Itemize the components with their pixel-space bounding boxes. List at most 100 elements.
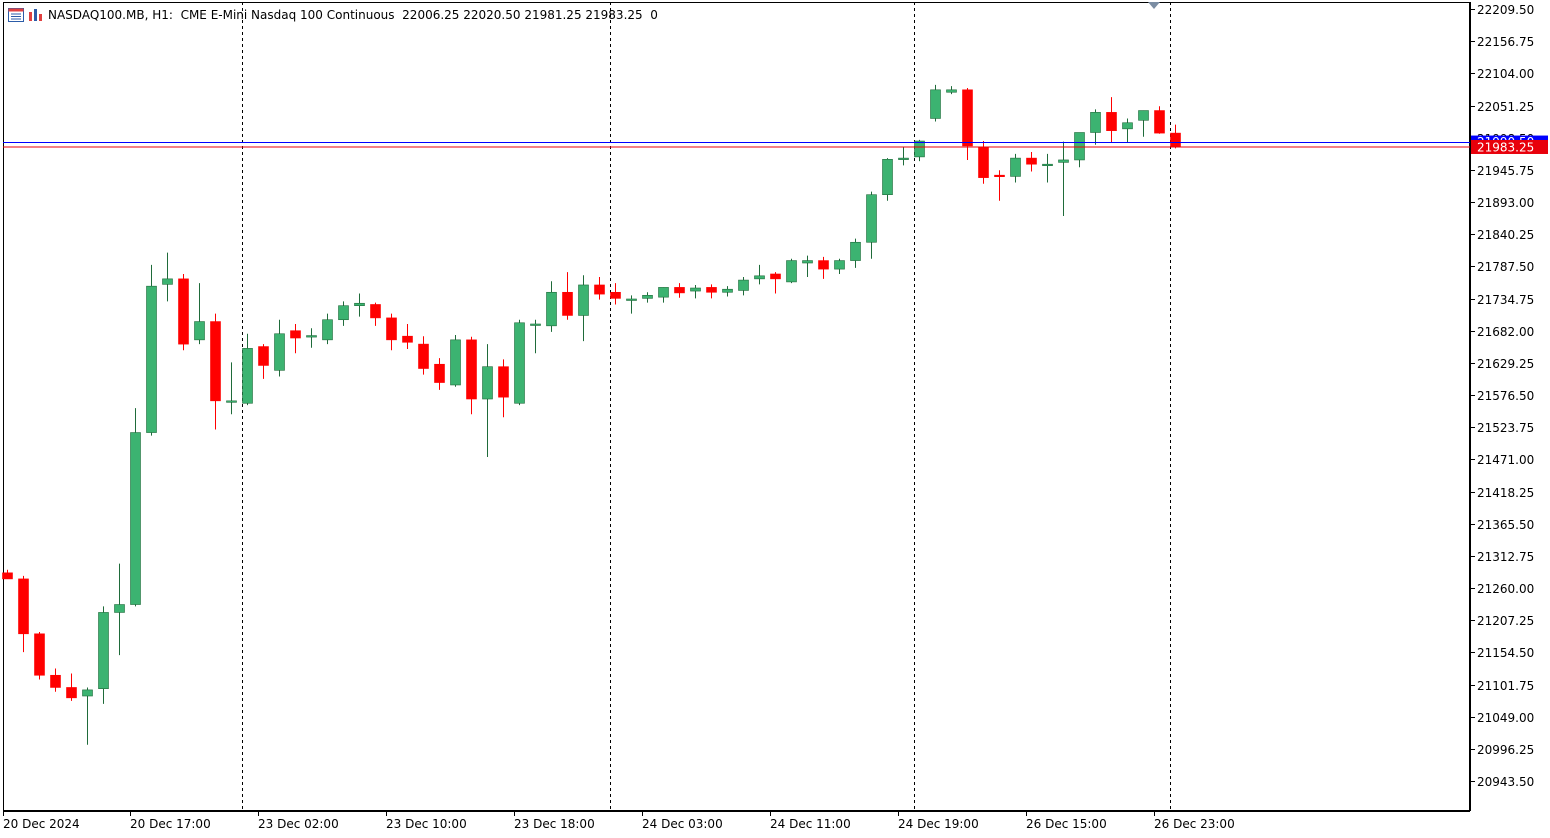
candle-body <box>18 578 29 635</box>
candle-body <box>738 279 749 291</box>
candle-body <box>674 287 685 294</box>
price-tick-label: 21260.00 <box>1477 582 1534 596</box>
price-tick-label: 21154.50 <box>1477 646 1534 660</box>
candle-body <box>802 260 813 264</box>
time-tick-label: 23 Dec 02:00 <box>258 817 339 831</box>
candle-body <box>226 400 237 403</box>
candle-body <box>882 159 893 196</box>
candle-body <box>898 157 909 160</box>
candle-body <box>578 284 589 316</box>
chart-info-bar: NASDAQ100.MB, H1: CME E-Mini Nasdaq 100 … <box>8 7 658 23</box>
price-tick-label: 22156.75 <box>1477 35 1534 49</box>
candle-body <box>546 291 557 327</box>
price-tick-label: 21471.00 <box>1477 453 1534 467</box>
candle-body <box>1122 122 1133 130</box>
candle-body <box>1074 132 1085 161</box>
candle-body <box>338 305 349 321</box>
price-tick-label: 21787.50 <box>1477 260 1534 274</box>
candle-body <box>450 339 461 386</box>
candle-body <box>306 335 317 338</box>
price-tick-label: 21682.00 <box>1477 325 1534 339</box>
candle-body <box>162 278 173 285</box>
symbol-label: NASDAQ100.MB, H1: <box>48 8 173 22</box>
price-tick-label: 21523.75 <box>1477 421 1534 435</box>
candle-body <box>962 89 973 147</box>
candle-body <box>1058 159 1069 163</box>
price-tick-label: 21049.00 <box>1477 711 1534 725</box>
candle-body <box>178 278 189 345</box>
candle-body <box>258 346 269 366</box>
time-tick-label: 23 Dec 10:00 <box>386 817 467 831</box>
candle-body <box>498 366 509 398</box>
candle-body <box>130 432 141 605</box>
time-tick-label: 23 Dec 18:00 <box>514 817 595 831</box>
price-tick-label: 22209.50 <box>1477 3 1534 17</box>
candle-body <box>754 275 765 280</box>
current-price-label: 21983.25 <box>1477 140 1534 154</box>
time-tick-label: 24 Dec 19:00 <box>898 817 979 831</box>
chart-shift-marker-icon[interactable] <box>1148 2 1160 9</box>
candle-body <box>418 343 429 369</box>
candle-body <box>146 285 157 433</box>
candle-body <box>562 291 573 316</box>
candle-body <box>1154 110 1165 134</box>
candle-body <box>786 260 797 283</box>
symbol-description: CME E-Mini Nasdaq 100 Continuous <box>180 8 395 22</box>
price-tick-label: 21840.25 <box>1477 228 1534 242</box>
candle-body <box>210 321 221 402</box>
candle-body <box>66 687 77 699</box>
candle-body <box>914 140 925 158</box>
price-tick-label: 20996.25 <box>1477 743 1534 757</box>
time-tick-label: 20 Dec 17:00 <box>130 817 211 831</box>
candle-body <box>514 322 525 404</box>
time-tick-label: 24 Dec 11:00 <box>770 817 851 831</box>
time-tick-label: 26 Dec 15:00 <box>1026 817 1107 831</box>
candle-body <box>850 241 861 261</box>
volume-value: 0 <box>650 8 658 22</box>
candle-body <box>434 363 445 383</box>
candle-body <box>594 284 605 295</box>
candle-body <box>466 339 477 400</box>
candle-body <box>818 260 829 270</box>
candle-body <box>690 287 701 292</box>
candle-body <box>994 174 1005 177</box>
candle-body <box>610 291 621 299</box>
price-tick-label: 22051.25 <box>1477 100 1534 114</box>
candle-body <box>1026 157 1037 165</box>
candle-body <box>370 304 381 319</box>
candle-body <box>98 612 109 689</box>
price-tick-label: 21734.75 <box>1477 293 1534 307</box>
candle-body <box>770 273 781 280</box>
candle-body <box>2 572 13 580</box>
price-tick-label: 20943.50 <box>1477 775 1534 789</box>
candle-body <box>50 674 61 688</box>
candle-body <box>1010 157 1021 177</box>
candle-body <box>706 287 717 293</box>
price-tick-label: 22104.00 <box>1477 67 1534 81</box>
candle-body <box>114 604 125 613</box>
plot-frame <box>3 2 1470 811</box>
time-tick-label: 20 Dec 2024 <box>3 817 80 831</box>
grid-list-icon[interactable] <box>8 8 24 22</box>
candle-body <box>1170 132 1181 148</box>
price-tick-label: 21418.25 <box>1477 486 1534 500</box>
candle-body <box>658 287 669 298</box>
candle-body <box>82 689 93 697</box>
candle-body <box>530 323 541 326</box>
candle-body <box>274 333 285 371</box>
candle-body <box>642 295 653 299</box>
price-tick-label: 21629.25 <box>1477 357 1534 371</box>
price-tick-label: 21312.75 <box>1477 550 1534 564</box>
ohlc-values: 22006.25 22020.50 21981.25 21983.25 <box>402 8 643 22</box>
price-tick-label: 21365.50 <box>1477 518 1534 532</box>
candle-body <box>402 335 413 343</box>
candle-body <box>722 288 733 293</box>
chart-bars-icon[interactable] <box>28 8 44 22</box>
price-tick-label: 21207.25 <box>1477 614 1534 628</box>
candle-body <box>34 633 45 676</box>
candle-body <box>290 330 301 339</box>
current-price-tag <box>1471 139 1548 154</box>
candle-body <box>354 302 365 306</box>
